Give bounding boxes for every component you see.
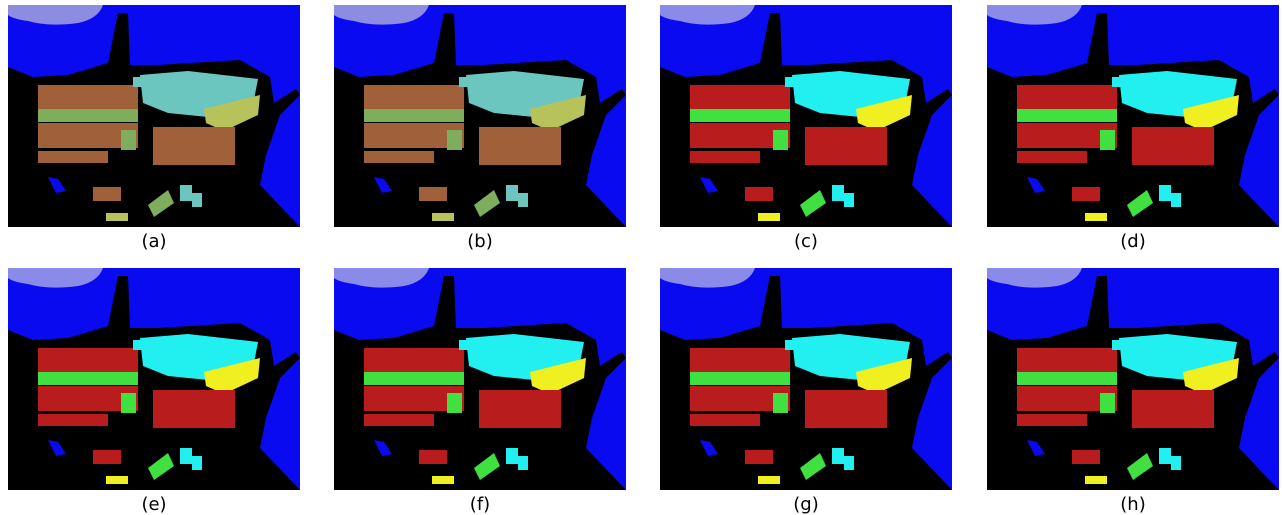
panel-label: (c): [660, 231, 952, 252]
classification-map: [660, 268, 952, 490]
classification-map: [334, 268, 626, 490]
panel-label: (e): [8, 494, 300, 515]
panel: (f): [334, 268, 626, 515]
panel-label: (h): [987, 494, 1279, 515]
classification-map: [987, 5, 1279, 227]
panel: (e): [8, 268, 300, 515]
classification-map: [660, 5, 952, 227]
panel: (h): [987, 268, 1279, 515]
panel-label: (f): [334, 494, 626, 515]
classification-map: [8, 5, 300, 227]
panel-label: (d): [987, 231, 1279, 252]
classification-map: [987, 268, 1279, 490]
panel: (g): [660, 268, 952, 515]
panel: (c): [660, 5, 952, 252]
panel-label: (b): [334, 231, 626, 252]
figure: (a) (b) (c) (d) (e) (f) (g) (h): [0, 0, 1282, 515]
classification-map: [8, 268, 300, 490]
classification-map: [334, 5, 626, 227]
panel: (a): [8, 5, 300, 252]
panel: (d): [987, 5, 1279, 252]
panel-label: (a): [8, 231, 300, 252]
panel: (b): [334, 5, 626, 252]
panel-label: (g): [660, 494, 952, 515]
